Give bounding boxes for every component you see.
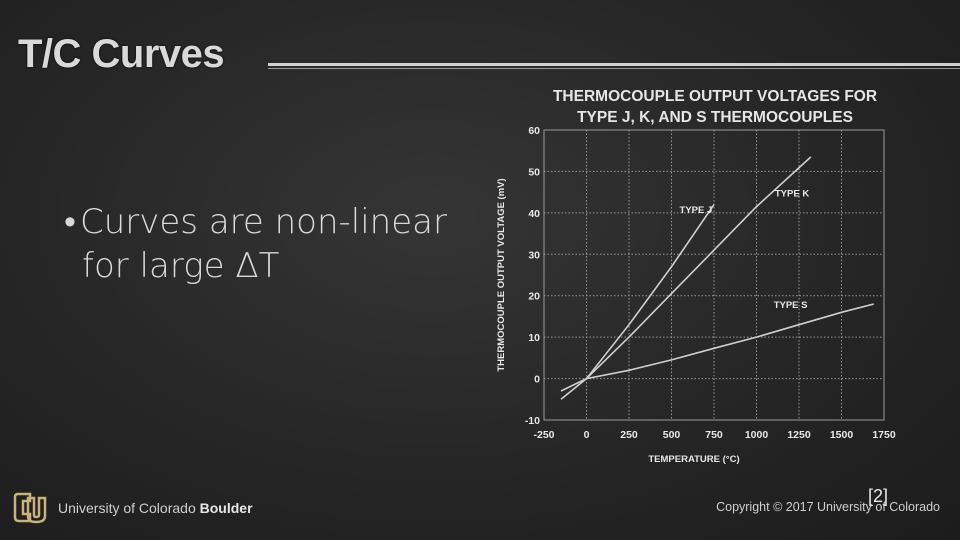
y-tick-label: 10 [528, 332, 540, 344]
series-label: TYPE J [680, 205, 713, 216]
bullet-point: • Curves are non-linear for large ΔT [64, 200, 484, 288]
university-name-bold: Boulder [199, 500, 253, 516]
series-line-type-s [560, 303, 874, 392]
x-tick-label: 500 [663, 429, 681, 441]
university-name: University of Colorado Boulder [58, 500, 253, 516]
x-tick-label: 750 [705, 429, 723, 441]
bullet-text-line-2: for large ΔT [82, 246, 280, 286]
chart-title-line-2: TYPE J, K, AND S THERMOCOUPLES [577, 109, 853, 126]
x-tick-label: 1250 [787, 429, 811, 441]
thermocouple-chart: THERMOCOUPLE OUTPUT VOLTAGES FOR TYPE J,… [496, 88, 896, 465]
copyright-notice: Copyright © 2017 University of Colorado [716, 500, 940, 514]
title-underline [268, 63, 960, 66]
y-tick-label: 50 [528, 166, 540, 178]
series-label: TYPE K [775, 188, 809, 199]
y-tick-label: 0 [534, 374, 540, 386]
series-line-type-k [585, 156, 812, 380]
slide-title: T/C Curves [18, 32, 225, 76]
series-label: TYPE S [774, 300, 808, 311]
x-tick-label: -250 [533, 429, 554, 441]
y-tick-label: 60 [528, 125, 540, 137]
university-name-prefix: University of Colorado [58, 500, 200, 516]
bullet-marker: • [64, 202, 76, 242]
y-tick-label: 30 [528, 249, 540, 261]
chart-title-line-1: THERMOCOUPLE OUTPUT VOLTAGES FOR [553, 88, 877, 105]
university-branding: University of Colorado Boulder [12, 490, 253, 526]
y-tick-label: 20 [528, 291, 540, 303]
citation-reference: [2] [868, 486, 889, 506]
bullet-text-line-1: Curves are non-linear [80, 202, 447, 242]
title-underline-thin [268, 68, 960, 69]
x-tick-label: 1000 [745, 429, 769, 441]
x-tick-label: 1750 [872, 429, 896, 441]
y-tick-label: -10 [525, 415, 540, 427]
x-tick-label: 0 [584, 429, 590, 441]
x-axis-label: TEMPERATURE (°C) [648, 454, 739, 465]
y-axis-label: THERMOCOUPLE OUTPUT VOLTAGE (mV) [496, 178, 507, 371]
series-line-type-j [560, 204, 715, 400]
cu-logo-icon [13, 492, 47, 524]
x-tick-label: 1500 [830, 429, 854, 441]
x-tick-label: 250 [620, 429, 638, 441]
y-tick-label: 40 [528, 208, 540, 220]
